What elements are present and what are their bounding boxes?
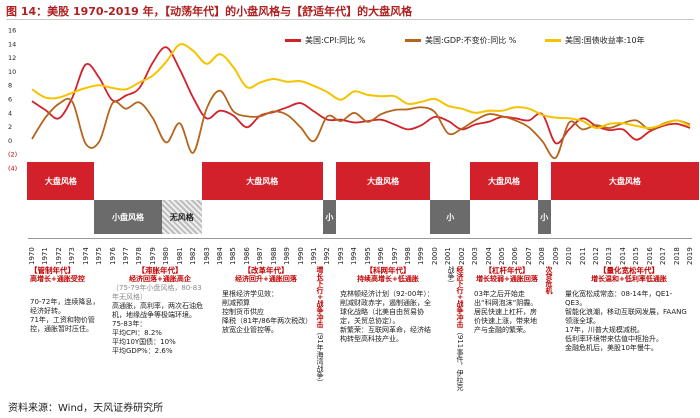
panel-stagflation-era: 【滞胀年代】 经济回落+通胀高企 （75-79年小盘风格，80-83年无风格） … bbox=[112, 266, 208, 356]
panel-line: 新繁荣：互联网革命，经济结构转型高科技产业。 bbox=[340, 326, 431, 343]
panel-subtitle: 持续高增长+低通胀 bbox=[357, 275, 419, 283]
annotation-subprime: 次贷危机 bbox=[544, 266, 553, 326]
market-style-block: 无风格 bbox=[161, 200, 202, 234]
annotation-red: 增长下行+战争冲击 bbox=[316, 266, 324, 328]
panel-leverage-era: 【杠杆年代】 增长较弱+通胀回落 03年之后开始走出“科网泡沫”阴霾。 居民快速… bbox=[474, 266, 540, 335]
legend-bond-swatch bbox=[545, 39, 561, 42]
panel-title: 【滞胀年代】 bbox=[137, 266, 183, 275]
panel-line: 控制货币供应 bbox=[222, 308, 264, 316]
y-tick-label: 8 bbox=[8, 82, 12, 90]
panel-line: 75-83年： bbox=[112, 320, 147, 328]
series-line-2 bbox=[31, 43, 691, 130]
panel-reform-era: 【改革年代】 经济回升+通胀回落 里根经济学见效： 削减预算 控制货币供应 降税… bbox=[222, 266, 313, 335]
panel-qe-era: 【量化宽松年代】 增长温和+低利率低通胀 量化宽松成常态：08-14年，QE1-… bbox=[565, 266, 693, 353]
legend-cpi-label: 美国:CPI:同比 % bbox=[305, 36, 366, 45]
market-style-block: 大盘风格 bbox=[27, 162, 95, 200]
annotation-black: （91年海湾战争） bbox=[316, 327, 324, 386]
year-axis-line bbox=[28, 238, 692, 239]
annotation-black: （911事件，伊拉克战争） bbox=[447, 266, 464, 391]
panel-line: 低利率环境带来估值中枢抬升。 bbox=[565, 335, 663, 343]
legend-gdp-label: 美国:GDP:不变价:同比 % bbox=[425, 36, 517, 45]
panel-title: 【杠杆年代】 bbox=[484, 266, 530, 275]
panel-line: 03年之后开始走出“科网泡沫”阴霾。 bbox=[474, 290, 538, 307]
panel-title: 【改革年代】 bbox=[243, 266, 289, 275]
market-style-block: 大盘风格 bbox=[470, 162, 538, 200]
panel-title: 【量化宽松年代】 bbox=[599, 266, 659, 275]
panel-line: 平均GDP%：2.6% bbox=[112, 347, 173, 355]
market-style-block: 大盘风格 bbox=[201, 162, 323, 200]
panel-subtitle: 增长温和+低利率低通胀 bbox=[591, 275, 667, 283]
y-tick-label: 12 bbox=[8, 54, 16, 62]
series-line-1 bbox=[31, 89, 691, 159]
panel-title: 【科网年代】 bbox=[365, 266, 411, 275]
annotation-911-war: 经济下行+战争冲击（911事件，伊拉克战争） bbox=[446, 266, 464, 391]
panel-regulation-era: 【管制年代】 高增长+通胀受控 70-72年，连续降息，经济好转。 71年，工资… bbox=[30, 266, 100, 334]
y-tick-label: 16 bbox=[8, 27, 16, 35]
panel-title: 【管制年代】 bbox=[30, 266, 75, 275]
chart-series bbox=[31, 43, 691, 159]
market-style-block: 小盘风格 bbox=[94, 200, 162, 234]
panel-internet-era: 【科网年代】 持续高增长+低通胀 克林顿经济计划（92-00年）：削减财政赤字，… bbox=[340, 266, 436, 344]
y-tick-label: 2 bbox=[8, 123, 12, 131]
legend-bond-label: 美国:国债收益率:10年 bbox=[565, 36, 645, 45]
y-tick-label: (2) bbox=[8, 151, 17, 159]
y-tick-label: 4 bbox=[8, 109, 12, 117]
panel-note: （75-79年小盘风格，80-83年无风格） bbox=[112, 284, 202, 301]
panel-subtitle: 增长较弱+通胀回落 bbox=[476, 275, 538, 283]
panel-line: 高通胀，高利率，两次石油危机，地缘战争等极端环境。 bbox=[112, 302, 203, 319]
panel-line: 放宽企业管控等。 bbox=[222, 326, 278, 334]
legend-gdp-swatch bbox=[405, 39, 421, 42]
panel-line: 平均CPI：8.2% bbox=[112, 329, 162, 337]
title-divider bbox=[6, 19, 694, 20]
panel-line: 克林顿经济计划（92-00年）：削减财政赤字，遏制通胀，全球化战略（北美自由贸易… bbox=[340, 290, 434, 325]
page-title: 图 14：美股 1970-2019 年，【动荡年代】的小盘风格与【舒适年代】的大… bbox=[6, 5, 413, 18]
panel-line: 70-72年，连续降息，经济好转。 bbox=[30, 298, 100, 315]
y-tick-label: 10 bbox=[8, 68, 16, 76]
y-axis: 16 14 12 10 8 6 4 2 0 (2) (4) bbox=[8, 27, 17, 173]
panel-subtitle: 经济回落+通胀高企 bbox=[129, 275, 191, 283]
panel-line: 量化宽松成常态：08-14年，QE1-QE3。 bbox=[565, 290, 673, 307]
panel-subtitle: 经济回升+通胀回落 bbox=[235, 275, 297, 283]
market-style-block: 大盘风格 bbox=[551, 162, 699, 200]
annotation-gulf-war: 增长下行+战争冲击（91年海湾战争） bbox=[315, 266, 324, 391]
panel-line: 里根经济学见效： bbox=[222, 290, 278, 298]
market-style-block: 小 bbox=[322, 200, 337, 234]
y-tick-label: 14 bbox=[8, 40, 16, 48]
source-note: 资料来源：Wind，天风证券研究所 bbox=[8, 403, 164, 414]
panel-line: 71年，工资和物价管控，通胀暂时压住。 bbox=[30, 316, 95, 333]
market-style-block: 小 bbox=[430, 200, 471, 234]
panel-line: 平均10Y国债：10% bbox=[112, 338, 176, 346]
series-line-0 bbox=[31, 46, 691, 145]
legend-cpi-swatch bbox=[285, 39, 301, 42]
legend-bond: 美国:国债收益率:10年 bbox=[545, 35, 645, 46]
panel-line: 智能化浪潮，移动互联网发展，FAANG领涨全球。 bbox=[565, 308, 687, 325]
panel-line: 降税（81年/86年两次税改） bbox=[222, 317, 313, 325]
panel-line: 金融危机后，美股10年慢牛。 bbox=[565, 344, 658, 352]
annotation-red: 次贷危机 bbox=[545, 266, 553, 294]
market-style-block: 小 bbox=[537, 200, 551, 234]
annotation-red: 经济下行+战争冲击 bbox=[456, 266, 464, 328]
y-tick-label: 0 bbox=[8, 137, 12, 145]
line-chart: 16 14 12 10 8 6 4 2 0 (2) (4) bbox=[8, 27, 691, 173]
panel-subtitle: 高增长+通胀受控 bbox=[30, 275, 85, 283]
panel-line: 削减预算 bbox=[222, 299, 250, 307]
panel-line: 居民快速上杠杆，房价快速上涨，带来地产与金融的繁荣。 bbox=[474, 308, 537, 334]
panel-line: 17年，川普大规模减税。 bbox=[565, 326, 644, 334]
legend-cpi: 美国:CPI:同比 % bbox=[285, 35, 365, 46]
legend-gdp: 美国:GDP:不变价:同比 % bbox=[405, 35, 516, 46]
y-tick-label: (4) bbox=[8, 165, 17, 173]
market-style-block: 大盘风格 bbox=[336, 162, 431, 200]
y-tick-label: 6 bbox=[8, 96, 12, 104]
